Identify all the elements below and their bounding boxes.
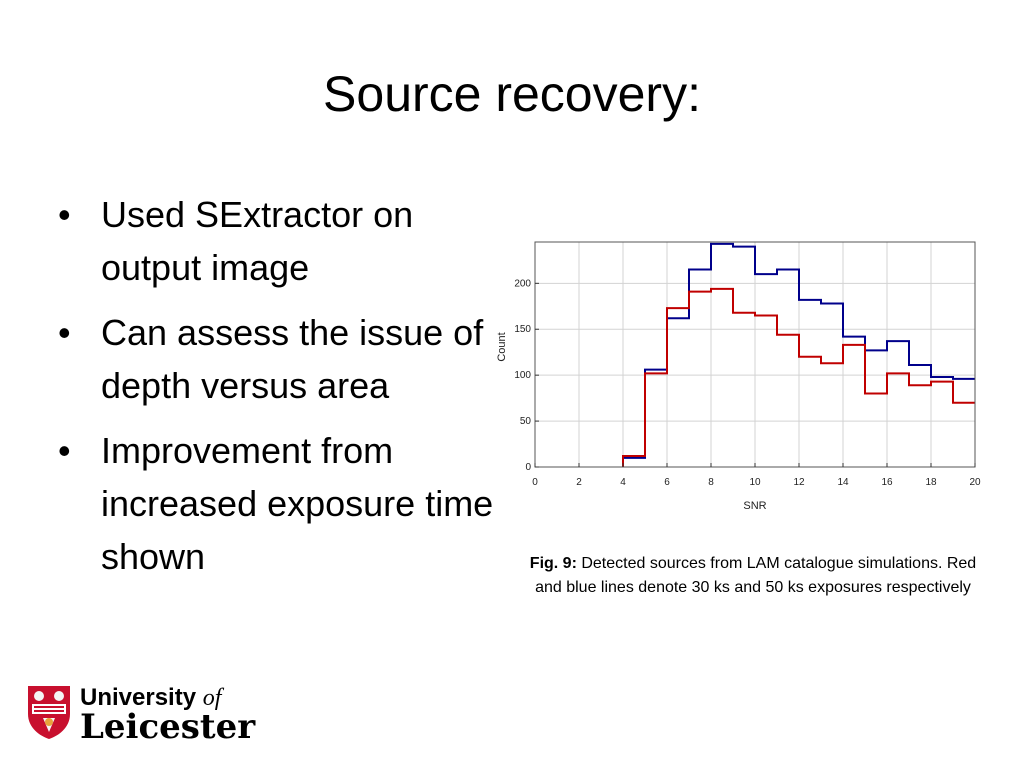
x-tick-label: 12: [793, 477, 805, 488]
logo-university-text: University of: [80, 684, 222, 711]
bullet-item: Can assess the issue of depth versus are…: [58, 306, 498, 412]
x-tick-label: 18: [925, 477, 937, 488]
slide-title: Source recovery:: [323, 66, 701, 122]
x-tick-label: 8: [708, 477, 714, 488]
shield-icon: [28, 686, 70, 739]
bullet-item: Used SExtractor on output image: [58, 188, 498, 294]
x-tick-label: 16: [881, 477, 893, 488]
x-tick-label: 6: [664, 477, 670, 488]
y-tick-label: 50: [520, 416, 532, 427]
y-tick-label: 100: [514, 370, 531, 381]
bullet-item: Improvement from increased exposure time…: [58, 424, 498, 583]
x-tick-label: 14: [837, 477, 849, 488]
university-logo: University of Leicester: [26, 684, 286, 747]
histogram-series-0: [622, 242, 975, 467]
x-axis-label: SNR: [743, 500, 766, 512]
x-tick-label: 0: [532, 477, 538, 488]
x-tick-label: 20: [969, 477, 981, 488]
x-tick-label: 4: [620, 477, 626, 488]
y-axis-label: Count: [496, 332, 508, 361]
bullet-list: Used SExtractor on output image Can asse…: [58, 188, 498, 595]
logo-leicester-text: Leicester: [80, 707, 256, 747]
x-tick-label: 10: [749, 477, 761, 488]
x-tick-label: 2: [576, 477, 582, 488]
y-tick-label: 0: [525, 462, 531, 473]
caption-text: Detected sources from LAM catalogue simu…: [535, 555, 977, 596]
y-tick-label: 200: [514, 278, 531, 289]
caption-label: Fig. 9:: [529, 555, 577, 572]
figure-caption: Fig. 9: Detected sources from LAM catalo…: [528, 552, 978, 600]
y-tick-label: 150: [514, 324, 531, 335]
histogram-series-1: [622, 287, 975, 467]
